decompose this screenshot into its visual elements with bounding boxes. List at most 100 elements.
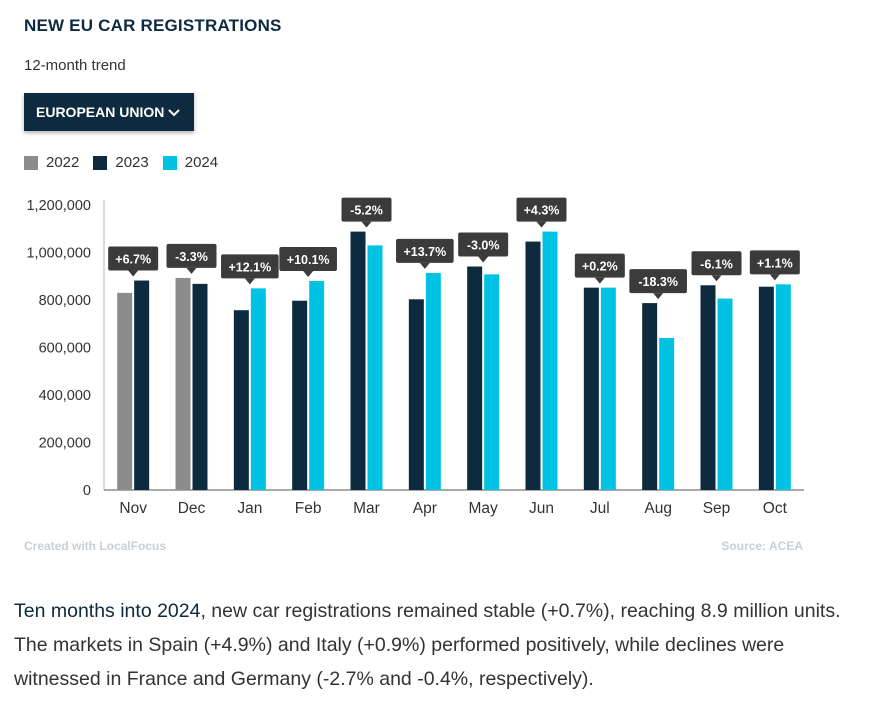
change-badge bbox=[574, 253, 625, 278]
change-label: -5.2% bbox=[350, 204, 383, 218]
change-badge-pointer bbox=[244, 278, 255, 285]
bar-chart: 0 200,000 400,000 600,000 800,000 1,000,000 1,… bbox=[26, 197, 804, 517]
bar-2023-feb bbox=[292, 300, 308, 490]
change-badge bbox=[221, 254, 279, 279]
change-badge-pointer bbox=[186, 267, 197, 274]
change-badge-pointer bbox=[419, 262, 430, 269]
bar-2023-mar bbox=[350, 231, 366, 490]
change-badge-pointer bbox=[128, 270, 139, 277]
paragraph-rest: , new car registrations remained stable … bbox=[14, 600, 841, 690]
change-label: +1.1% bbox=[757, 256, 793, 270]
change-badge bbox=[166, 243, 217, 268]
change-badge-pointer bbox=[769, 274, 780, 281]
bar-2023-may bbox=[467, 266, 483, 490]
legend-item-2023[interactable]: 2023 bbox=[93, 154, 149, 171]
region-dropdown[interactable]: EUROPEAN UNION bbox=[24, 93, 194, 131]
change-label: -3.0% bbox=[467, 239, 500, 253]
y-tick-label: 400,000 bbox=[39, 388, 91, 404]
bar-2024-jan bbox=[250, 288, 266, 490]
change-label: +0.2% bbox=[582, 260, 618, 274]
change-label: +10.1% bbox=[287, 253, 330, 267]
change-badge-pointer bbox=[361, 221, 372, 228]
change-badge-pointer bbox=[536, 221, 547, 228]
change-badge bbox=[108, 246, 159, 271]
bar-2023-jun bbox=[525, 241, 541, 490]
y-tick-label: 200,000 bbox=[39, 436, 91, 452]
legend-label-2022: 2022 bbox=[46, 154, 80, 171]
chart-title: NEW EU CAR REGISTRATIONS bbox=[24, 16, 282, 35]
legend-label-2023: 2023 bbox=[115, 154, 149, 171]
change-label: +4.3% bbox=[524, 204, 560, 218]
chart-legend: 2022 2023 2024 bbox=[24, 154, 218, 171]
bar-2023-apr bbox=[408, 299, 424, 490]
bar-2023-jul bbox=[583, 287, 599, 490]
bar-2023-sep bbox=[700, 285, 716, 490]
x-tick-label: Nov bbox=[119, 500, 147, 517]
bar-2024-mar bbox=[367, 245, 383, 490]
bar-2023-jan bbox=[233, 310, 249, 490]
x-tick-label: Jul bbox=[590, 500, 610, 517]
source-text: Source: ACEA bbox=[721, 539, 803, 553]
bar-2023-oct bbox=[758, 286, 774, 490]
change-label: -3.3% bbox=[175, 250, 208, 264]
change-badge-pointer bbox=[303, 271, 314, 277]
legend-item-2022[interactable]: 2022 bbox=[24, 154, 79, 171]
credit-text[interactable]: Created with LocalFocus bbox=[24, 539, 167, 553]
bar-2024-may bbox=[484, 274, 500, 490]
change-label: +12.1% bbox=[228, 260, 271, 274]
bar-2024-jul bbox=[600, 287, 616, 490]
legend-swatch-2023 bbox=[93, 155, 108, 170]
change-badge bbox=[341, 197, 392, 222]
x-tick-label: Feb bbox=[295, 500, 322, 517]
paragraph-lead: Ten months into 2024 bbox=[14, 600, 201, 622]
bar-2024-oct bbox=[775, 284, 791, 490]
region-dropdown-label: EUROPEAN UNION bbox=[36, 104, 165, 120]
legend-swatch-2024 bbox=[162, 155, 177, 170]
bar-2024-apr bbox=[425, 272, 441, 490]
x-tick-label: May bbox=[469, 500, 499, 517]
x-tick-label: Jun bbox=[529, 500, 554, 517]
chevron-down-icon bbox=[168, 109, 180, 117]
bar-2024-feb bbox=[309, 281, 325, 490]
legend-item-2024[interactable]: 2024 bbox=[162, 154, 219, 171]
bar-2023-nov bbox=[134, 280, 150, 490]
legend-label-2024: 2024 bbox=[184, 154, 219, 171]
y-tick-label: 0 bbox=[83, 483, 91, 499]
y-tick-label: 1,200,000 bbox=[26, 198, 91, 214]
change-badge bbox=[749, 250, 800, 275]
y-tick-label: 1,000,000 bbox=[26, 246, 91, 262]
x-tick-label: Apr bbox=[413, 500, 437, 517]
x-tick-label: Jan bbox=[237, 500, 262, 517]
change-label: -6.1% bbox=[700, 257, 733, 271]
bar-2023-dec bbox=[192, 283, 208, 490]
change-badge bbox=[691, 251, 742, 276]
change-label: +6.7% bbox=[115, 253, 151, 267]
change-label: +13.7% bbox=[403, 245, 446, 259]
change-badge-pointer bbox=[653, 293, 664, 300]
chart-subtitle: 12-month trend bbox=[24, 57, 126, 74]
x-tick-label: Oct bbox=[763, 500, 788, 517]
y-tick-label: 800,000 bbox=[39, 293, 91, 309]
change-badge bbox=[629, 269, 687, 294]
bar-2024-aug bbox=[659, 338, 675, 490]
x-tick-label: Mar bbox=[353, 500, 380, 517]
bar-2024-jun bbox=[542, 231, 558, 490]
x-tick-label: Aug bbox=[644, 500, 672, 517]
change-badge-pointer bbox=[594, 277, 605, 284]
change-badge bbox=[396, 238, 454, 263]
bar-2024-sep bbox=[717, 298, 733, 490]
change-badge bbox=[516, 197, 567, 222]
bar-2023-aug bbox=[642, 303, 658, 490]
bar-2022-dec bbox=[175, 277, 191, 490]
change-badge-pointer bbox=[711, 275, 722, 282]
legend-swatch-2022 bbox=[24, 155, 38, 170]
change-label: -18.3% bbox=[638, 275, 678, 289]
bar-2022-nov bbox=[117, 292, 133, 490]
change-badge bbox=[279, 247, 337, 271]
x-tick-label: Sep bbox=[703, 500, 731, 517]
y-tick-label: 600,000 bbox=[39, 341, 91, 357]
change-badge bbox=[458, 232, 509, 257]
x-tick-label: Dec bbox=[178, 500, 206, 517]
change-badge-pointer bbox=[478, 256, 489, 263]
article-paragraph: Ten months into 2024, new car registrati… bbox=[14, 594, 844, 696]
